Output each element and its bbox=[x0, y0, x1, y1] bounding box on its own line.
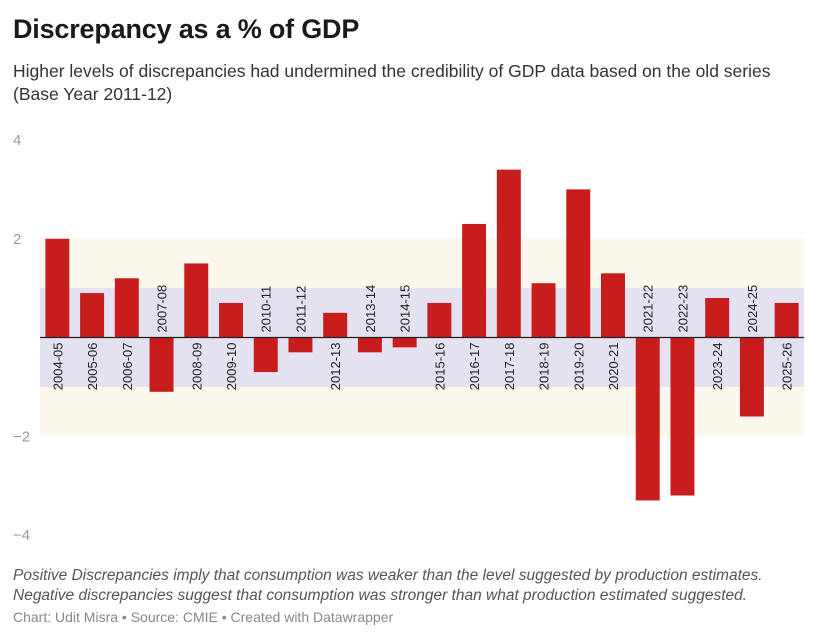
category-label: 2011-12 bbox=[293, 286, 308, 333]
bar-2025-26 bbox=[774, 302, 799, 338]
category-label: 2017-18 bbox=[502, 343, 517, 391]
bar-2008-09 bbox=[184, 263, 209, 338]
category-labels: 2004-05 2005-06 2006-07 2007-08 2008-09 2009-… bbox=[50, 285, 794, 390]
bar-2012-13 bbox=[323, 312, 348, 338]
bar-2024-25 bbox=[739, 337, 764, 417]
category-label: 2016-17 bbox=[467, 343, 482, 391]
category-label: 2021-22 bbox=[641, 285, 656, 333]
bar-2023-24 bbox=[705, 298, 730, 338]
bar-2017-18 bbox=[496, 169, 521, 338]
category-label: 2019-20 bbox=[571, 343, 586, 391]
category-label: 2007-08 bbox=[155, 285, 170, 333]
note-positive: Positive Discrepancies imply that consum… bbox=[13, 567, 763, 584]
bars-group bbox=[45, 169, 799, 501]
bar-2007-08 bbox=[149, 337, 174, 392]
bar-2019-20 bbox=[566, 189, 591, 338]
category-label: 2009-10 bbox=[224, 343, 239, 391]
note-negative: Negative discrepancies suggest that cons… bbox=[13, 586, 748, 604]
bar-2013-14 bbox=[357, 337, 382, 353]
bar-2015-16 bbox=[427, 302, 452, 338]
category-label: 2024-25 bbox=[745, 285, 760, 333]
bar-2018-19 bbox=[531, 283, 556, 338]
y-tick-label: −2 bbox=[13, 428, 30, 445]
y-tick-label: 4 bbox=[13, 132, 21, 149]
bar-chart: 4 2 −2 −4 2004-05 2005-06 2006-07 2007-08 2008-… bbox=[13, 132, 804, 544]
y-tick-label: −4 bbox=[13, 527, 30, 544]
bar-2006-07 bbox=[114, 278, 139, 338]
category-label: 2018-19 bbox=[537, 343, 552, 391]
bar-2020-21 bbox=[601, 273, 625, 338]
chart-title: Discrepancy as a % of GDP bbox=[13, 14, 360, 44]
category-label: 2006-07 bbox=[120, 343, 135, 391]
bar-2014-15 bbox=[392, 337, 417, 348]
bar-2010-11 bbox=[253, 337, 278, 373]
chart-notes: Positive Discrepancies imply that consum… bbox=[13, 566, 813, 605]
category-label: 2025-26 bbox=[780, 343, 795, 391]
bar-2004-05 bbox=[45, 238, 70, 338]
bar-2021-22 bbox=[635, 337, 660, 501]
chart-credit: Chart: Udit Misra • Source: CMIE • Creat… bbox=[13, 609, 394, 625]
category-label: 2005-06 bbox=[85, 343, 100, 391]
category-label: 2023-24 bbox=[710, 343, 725, 391]
category-label: 2012-13 bbox=[328, 343, 343, 391]
chart-subtitle: Higher levels of discrepancies had under… bbox=[13, 61, 771, 104]
category-label: 2004-05 bbox=[50, 343, 65, 391]
bar-2009-10 bbox=[219, 302, 243, 338]
bar-2022-23 bbox=[670, 337, 695, 496]
category-label: 2022-23 bbox=[675, 285, 690, 333]
bar-2005-06 bbox=[80, 293, 105, 338]
category-label: 2010-11 bbox=[259, 286, 274, 333]
y-axis-tick-labels: 4 2 −2 −4 bbox=[13, 132, 30, 544]
category-label: 2008-09 bbox=[189, 343, 204, 391]
category-label: 2020-21 bbox=[606, 343, 621, 391]
y-tick-label: 2 bbox=[13, 231, 21, 248]
bar-2011-12 bbox=[288, 337, 313, 353]
category-label: 2015-16 bbox=[432, 343, 447, 391]
bar-2016-17 bbox=[462, 223, 487, 338]
category-label: 2014-15 bbox=[398, 285, 413, 333]
category-label: 2013-14 bbox=[363, 285, 378, 333]
